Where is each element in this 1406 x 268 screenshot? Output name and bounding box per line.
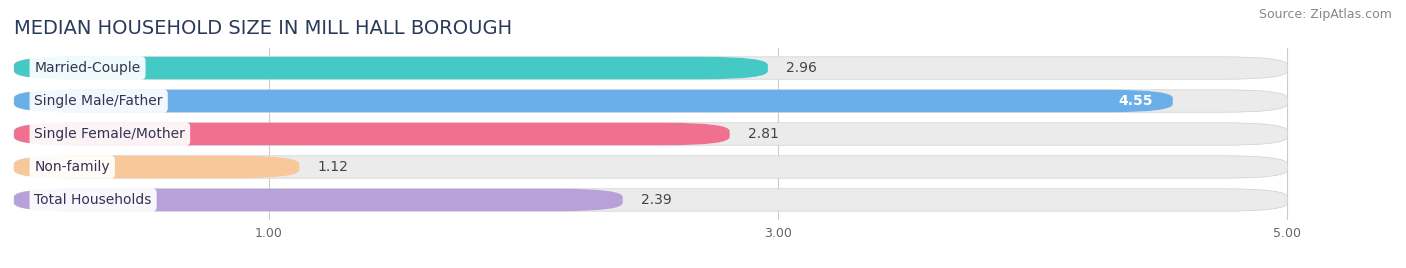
Text: Single Female/Mother: Single Female/Mother bbox=[34, 127, 186, 141]
FancyBboxPatch shape bbox=[14, 156, 1288, 178]
FancyBboxPatch shape bbox=[14, 90, 1288, 112]
FancyBboxPatch shape bbox=[14, 57, 1288, 79]
Text: Single Male/Father: Single Male/Father bbox=[34, 94, 163, 108]
FancyBboxPatch shape bbox=[14, 156, 299, 178]
Text: 2.96: 2.96 bbox=[786, 61, 817, 75]
Text: 4.55: 4.55 bbox=[1118, 94, 1153, 108]
Text: Married-Couple: Married-Couple bbox=[34, 61, 141, 75]
FancyBboxPatch shape bbox=[14, 57, 768, 79]
Text: 2.39: 2.39 bbox=[641, 193, 671, 207]
FancyBboxPatch shape bbox=[14, 189, 1288, 211]
FancyBboxPatch shape bbox=[14, 90, 1173, 112]
Text: Source: ZipAtlas.com: Source: ZipAtlas.com bbox=[1258, 8, 1392, 21]
FancyBboxPatch shape bbox=[14, 189, 623, 211]
Text: MEDIAN HOUSEHOLD SIZE IN MILL HALL BOROUGH: MEDIAN HOUSEHOLD SIZE IN MILL HALL BOROU… bbox=[14, 19, 512, 38]
Text: Total Households: Total Households bbox=[34, 193, 152, 207]
Text: 1.12: 1.12 bbox=[318, 160, 349, 174]
FancyBboxPatch shape bbox=[14, 123, 1288, 145]
Text: 2.81: 2.81 bbox=[748, 127, 779, 141]
FancyBboxPatch shape bbox=[14, 123, 730, 145]
Text: Non-family: Non-family bbox=[34, 160, 110, 174]
